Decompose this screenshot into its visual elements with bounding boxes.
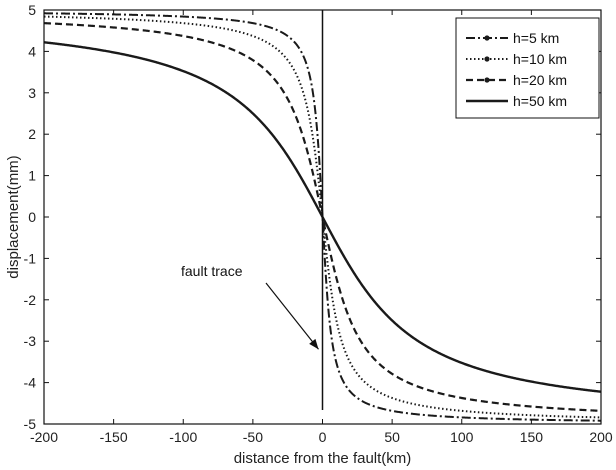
y-axis-title: displacement(mm) (5, 155, 22, 278)
y-tick-label: 0 (28, 209, 36, 225)
y-tick-label: -5 (24, 416, 37, 432)
x-tick-label: 50 (384, 429, 400, 445)
legend-label-3: h=20 km (513, 72, 567, 88)
x-axis-title: distance from the fault(km) (234, 450, 412, 467)
fault-trace-label: fault trace (181, 263, 243, 279)
y-tick-label: -2 (24, 292, 37, 308)
x-tick-label: -150 (100, 429, 128, 445)
y-tick-label: -4 (24, 375, 37, 391)
x-tick-label: -200 (30, 429, 58, 445)
series-line-1 (43, 12, 602, 422)
legend-marker-3 (484, 77, 490, 83)
x-tick-label: 150 (520, 429, 544, 445)
fault-trace-arrowhead (309, 338, 319, 350)
y-tick-label: 4 (28, 43, 36, 59)
legend-label-2: h=10 km (513, 51, 567, 67)
legend-marker-1 (484, 35, 490, 41)
x-tick-label: -100 (169, 429, 197, 445)
x-tick-label: 0 (319, 429, 327, 445)
y-tick-label: 5 (28, 2, 36, 18)
axes-group: -200 -150 -100 -50 0 50 100 150 200 5 4 3 2 1 0 -1 -2 -3 -… (24, 2, 613, 445)
legend-marker-2 (484, 56, 490, 62)
legend: h=5 km h=10 km h=20 km h=50 km (455, 17, 600, 119)
y-tick-label: 1 (28, 168, 36, 184)
x-tick-label: -50 (243, 429, 263, 445)
y-tick-label: 3 (28, 85, 36, 101)
fault-trace-group (265, 10, 324, 410)
legend-label-4: h=50 km (513, 93, 567, 109)
y-tick-label: 2 (28, 126, 36, 142)
legend-label-1: h=5 km (513, 30, 559, 46)
x-tick-label: 200 (589, 429, 613, 445)
fault-trace-arrow (265, 282, 319, 350)
x-tick-label: 100 (450, 429, 474, 445)
y-tick-label: -3 (24, 333, 37, 349)
series-line-2 (43, 15, 602, 419)
y-tick-label: -1 (24, 250, 37, 266)
